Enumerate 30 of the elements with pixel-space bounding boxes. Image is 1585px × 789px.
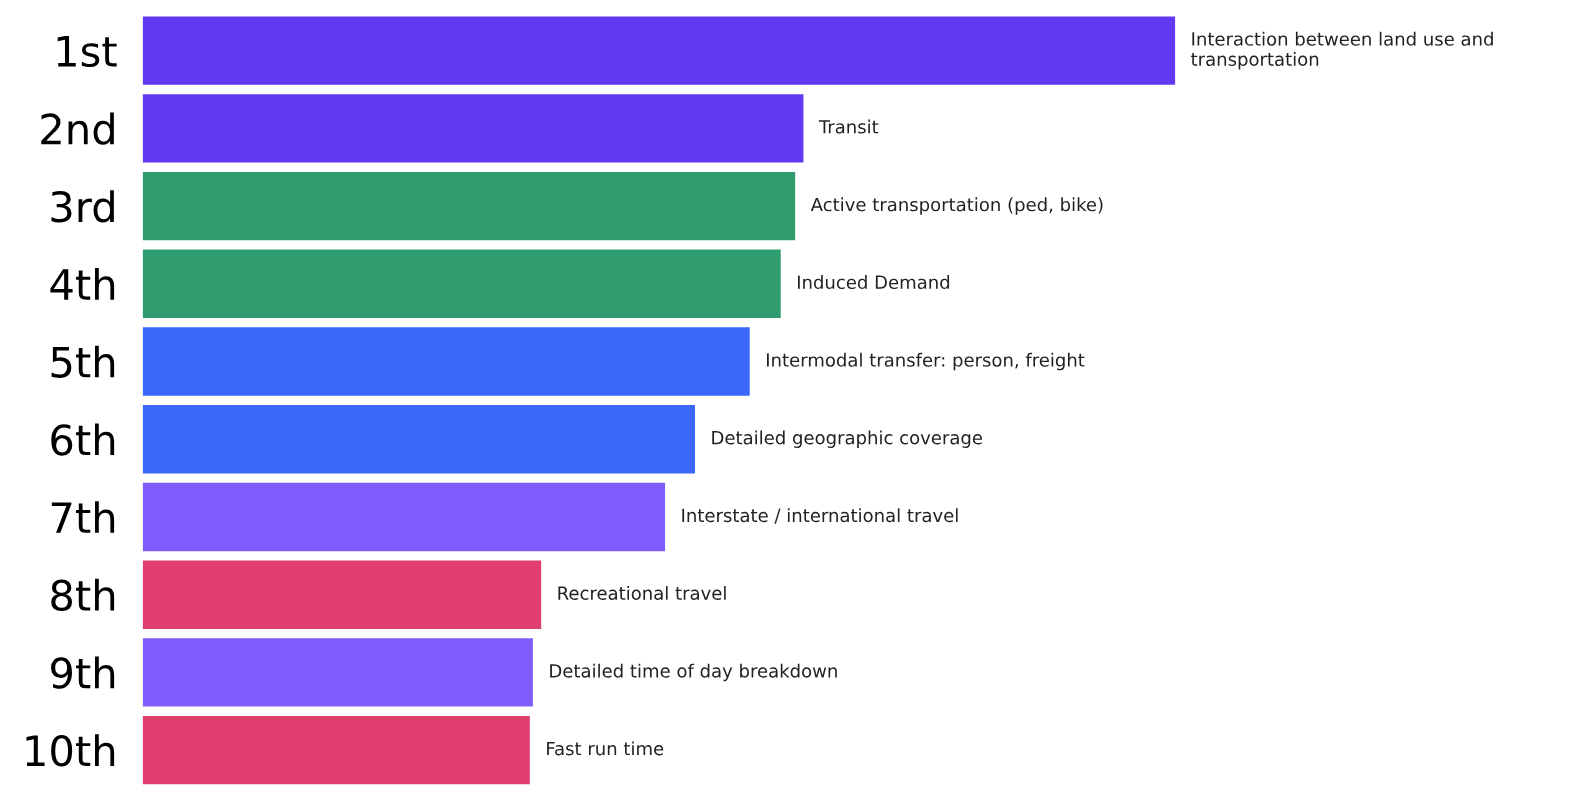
y-tick-label: 4th — [50, 267, 115, 300]
annotation: Fast run time — [547, 741, 664, 756]
bar — [142, 482, 666, 552]
bar — [142, 94, 804, 163]
y-tick-label: 1st — [57, 36, 117, 68]
annotation: Detailed time of day breakdown — [550, 663, 837, 682]
bar — [142, 16, 1176, 85]
annotation: Induced Demand — [797, 275, 950, 290]
bar — [142, 715, 530, 785]
annotation: Transit — [818, 119, 879, 134]
annotation: Recreational travel — [558, 585, 726, 600]
bar — [142, 327, 750, 396]
y-tick-label: 7th — [51, 501, 115, 533]
y-tick-label: 6th — [51, 423, 115, 456]
y-tick-label: 9th — [51, 656, 115, 689]
annotation: Detailed geographic coverage — [712, 430, 983, 448]
bar — [142, 638, 533, 707]
y-tick-label: 3rd — [51, 190, 114, 223]
annotation: Active transportation (ped, bike) — [810, 197, 1103, 215]
y-tick-label: 5th — [51, 345, 115, 378]
y-tick-label: 10th — [26, 734, 115, 767]
bar — [142, 171, 796, 241]
annotation: Intermodal transfer: person, freight — [767, 352, 1085, 371]
y-tick-label: 8th — [51, 578, 115, 612]
annotation: Interstate / international travel — [682, 508, 958, 524]
bar — [142, 405, 696, 474]
bar — [142, 560, 542, 629]
bar — [142, 249, 781, 318]
annotation: Interaction between land use and transportation — [1191, 31, 1493, 70]
y-tick-label: 2nd — [41, 112, 114, 145]
